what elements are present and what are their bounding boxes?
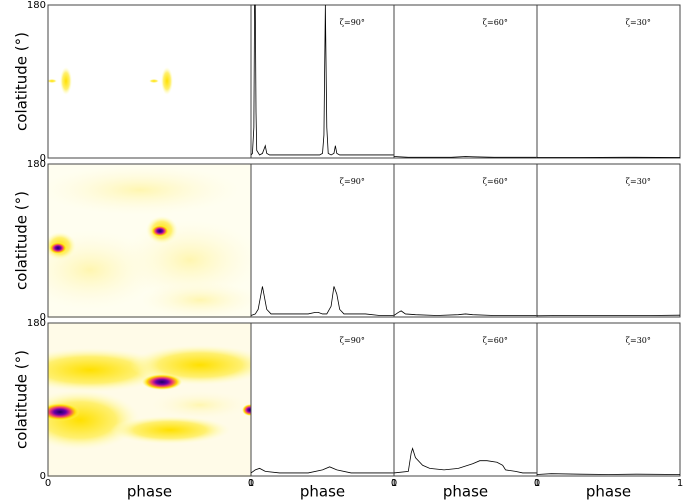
profile-line bbox=[536, 314, 681, 317]
profile-line bbox=[393, 310, 537, 316]
y-tick-label: 180 bbox=[27, 318, 46, 329]
y-tick-label: 180 bbox=[27, 0, 46, 11]
x-axis-label: phase bbox=[443, 483, 488, 501]
annotation: ζ=60° bbox=[483, 18, 508, 27]
heatmap-image bbox=[48, 67, 173, 95]
annotation: ζ=60° bbox=[483, 177, 508, 186]
x-axis-label: phase bbox=[127, 483, 172, 501]
panel-frame bbox=[536, 163, 681, 318]
panel-frame bbox=[250, 4, 395, 159]
y-axis-label: colatitude (°) bbox=[13, 191, 31, 290]
profile-line bbox=[250, 466, 394, 474]
annotation: ζ=90° bbox=[340, 18, 365, 27]
profile-line bbox=[250, 286, 394, 316]
panel-frame bbox=[393, 163, 538, 318]
annotation: ζ=60° bbox=[483, 336, 508, 345]
y-axis-label: colatitude (°) bbox=[13, 32, 31, 131]
y-tick-label: 0 bbox=[40, 471, 46, 482]
profile-line bbox=[393, 447, 537, 474]
heatmap-image bbox=[48, 323, 251, 477]
x-axis-label: phase bbox=[586, 483, 631, 501]
panel-frame bbox=[536, 322, 681, 477]
x-tick-label: 0 bbox=[391, 478, 397, 489]
panel-frame bbox=[536, 4, 681, 159]
y-tick-label: 180 bbox=[27, 159, 46, 170]
x-tick-label: 0 bbox=[248, 478, 254, 489]
y-tick-label: 0 bbox=[40, 312, 46, 323]
annotation: ζ=90° bbox=[340, 177, 365, 186]
y-axis-label: colatitude (°) bbox=[13, 350, 31, 449]
x-tick-label: 1 bbox=[248, 478, 254, 489]
x-tick-label: 1 bbox=[391, 478, 397, 489]
y-tick-label: 0 bbox=[40, 153, 46, 164]
annotation: ζ=30° bbox=[626, 18, 651, 27]
heatmap-image bbox=[48, 164, 251, 318]
annotation: ζ=30° bbox=[626, 336, 651, 345]
panel-frame bbox=[393, 322, 538, 477]
panel-frame bbox=[250, 322, 395, 477]
panel-frame bbox=[393, 4, 538, 159]
x-tick-label: 0 bbox=[45, 478, 51, 489]
x-tick-label: 1 bbox=[534, 478, 540, 489]
annotation: ζ=30° bbox=[626, 177, 651, 186]
annotation: ζ=90° bbox=[340, 336, 365, 345]
x-tick-label: 0 bbox=[534, 478, 540, 489]
profile-line bbox=[536, 473, 681, 475]
panel-frame bbox=[250, 163, 395, 318]
profile-line bbox=[250, 4, 394, 156]
x-tick-label: 1 bbox=[677, 478, 683, 489]
profile-line bbox=[393, 156, 537, 158]
x-axis-label: phase bbox=[300, 483, 345, 501]
